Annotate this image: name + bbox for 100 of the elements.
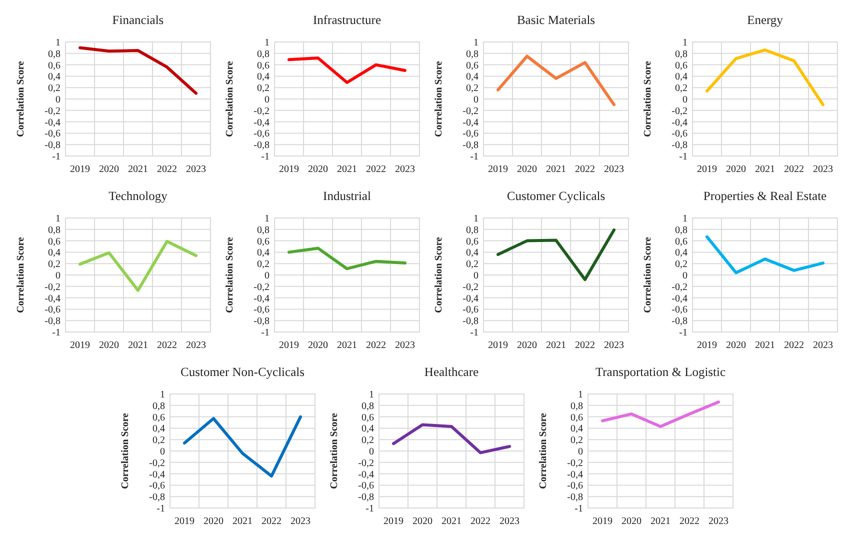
y-tick-label: 0,4 xyxy=(570,424,583,435)
y-tick-label: -0,2 xyxy=(672,282,688,293)
x-tick-label: 2022 xyxy=(575,164,595,175)
y-tick-label: -0,8 xyxy=(567,492,583,504)
x-tick-label: 2020 xyxy=(99,164,119,175)
x-tick-label: 2022 xyxy=(366,164,386,175)
y-tick-label: 1 xyxy=(474,214,478,224)
x-tick-label: 2023 xyxy=(500,516,520,527)
y-tick-label: -0,8 xyxy=(462,140,478,152)
y-tick-label: 0,4 xyxy=(257,248,270,259)
line-series xyxy=(183,415,302,478)
y-tick-label: 0,6 xyxy=(257,60,270,72)
x-tick-label: 2019 xyxy=(279,340,299,351)
x-tick-label: 2023 xyxy=(813,164,833,175)
x-tick-label: 2021 xyxy=(128,340,148,351)
y-tick-label: -0,6 xyxy=(672,304,688,316)
x-tick-label: 2020 xyxy=(517,164,537,175)
y-tick-label: 0,2 xyxy=(48,83,60,94)
y-tick-label: 0,2 xyxy=(675,259,688,270)
x-tick-label: 2021 xyxy=(546,164,566,175)
chart-title: Customer Cyclicals xyxy=(506,189,606,203)
y-tick-label: -1 xyxy=(261,328,270,338)
x-tick-label: 2022 xyxy=(575,340,595,351)
y-tick-label: -1 xyxy=(470,152,478,162)
y-tick-label: 0 xyxy=(474,270,478,282)
y-tick-label: -0,2 xyxy=(567,458,583,469)
y-tick-label: -0,2 xyxy=(254,282,270,293)
y-tick-label: -0,4 xyxy=(149,469,165,480)
x-tick-label: 2020 xyxy=(726,164,746,175)
y-tick-label: 0,8 xyxy=(675,48,688,60)
y-tick-label: -0,8 xyxy=(358,492,374,504)
y-tick-label: 1 xyxy=(369,390,374,400)
x-tick-label: 2020 xyxy=(726,340,746,351)
y-tick-label: -0,6 xyxy=(44,128,60,140)
y-tick-label: -0,8 xyxy=(44,140,60,152)
x-tick-label: 2021 xyxy=(546,340,566,351)
y-tick-label: -0,4 xyxy=(44,117,60,128)
y-axis-title: Correlation Score xyxy=(434,236,444,314)
y-tick-label: 1 xyxy=(682,38,688,48)
y-tick-label: -0,4 xyxy=(567,469,583,480)
x-tick-label: 2019 xyxy=(70,164,90,175)
x-tick-label: 2019 xyxy=(279,164,299,175)
line-series xyxy=(496,54,616,106)
y-tick-label: 0 xyxy=(474,94,478,106)
y-tick-label: -0,4 xyxy=(462,293,478,304)
y-tick-label: 0,8 xyxy=(570,400,583,412)
y-tick-label: 0 xyxy=(682,94,688,106)
x-tick-label: 2020 xyxy=(99,340,119,351)
y-tick-label: -0,2 xyxy=(149,458,165,469)
y-tick-label: 0,2 xyxy=(675,83,688,94)
y-tick-label: 0,2 xyxy=(152,435,165,446)
x-tick-label: 2021 xyxy=(337,164,357,175)
y-tick-label: 0,4 xyxy=(48,72,60,83)
x-tick-label: 2021 xyxy=(755,164,775,175)
chart-title: Financials xyxy=(112,13,164,27)
y-tick-label: 0,8 xyxy=(257,48,270,60)
y-tick-label: 0,6 xyxy=(466,60,478,72)
y-tick-label: -0,8 xyxy=(462,316,478,328)
y-tick-label: 1 xyxy=(264,214,270,224)
x-tick-label: 2023 xyxy=(186,164,206,175)
y-tick-label: -0,2 xyxy=(358,458,374,469)
y-tick-label: -0,8 xyxy=(672,316,688,328)
chart-title: Energy xyxy=(747,13,784,27)
y-tick-label: -0,8 xyxy=(149,492,165,504)
line-series xyxy=(78,46,198,95)
y-tick-label: 0 xyxy=(682,270,688,282)
y-tick-label: -0,6 xyxy=(254,128,270,140)
y-axis-title: Correlation Score xyxy=(120,412,131,490)
y-tick-label: 0,2 xyxy=(257,83,270,94)
y-tick-label: 1 xyxy=(264,38,270,48)
x-tick-label: 2021 xyxy=(232,516,252,527)
x-tick-label: 2020 xyxy=(308,164,328,175)
y-tick-label: 0,4 xyxy=(675,72,688,83)
y-tick-label: -0,2 xyxy=(254,106,270,117)
y-tick-label: 0,4 xyxy=(466,72,478,83)
y-axis-title: Correlation Score xyxy=(224,60,236,138)
y-tick-label: -0,4 xyxy=(462,117,478,128)
y-axis-title: Correlation Score xyxy=(16,236,26,314)
y-axis-title: Correlation Score xyxy=(538,412,549,490)
chart-title: Industrial xyxy=(323,189,372,203)
x-tick-label: 2020 xyxy=(308,340,328,351)
line-series xyxy=(706,235,824,274)
y-tick-label: 0,8 xyxy=(675,224,688,236)
x-tick-label: 2023 xyxy=(604,164,624,175)
chart-title: Properties & Real Estate xyxy=(703,189,828,203)
y-tick-label: 0,8 xyxy=(48,224,60,236)
y-tick-label: 0 xyxy=(56,94,60,106)
y-tick-label: 0,2 xyxy=(48,259,60,270)
y-tick-label: 0 xyxy=(160,446,165,458)
y-tick-label: 0,2 xyxy=(466,259,478,270)
x-tick-label: 2021 xyxy=(650,516,670,527)
y-tick-label: -1 xyxy=(52,328,60,338)
y-tick-label: 0,6 xyxy=(48,60,60,72)
x-tick-label: 2023 xyxy=(186,340,206,351)
y-tick-label: 0,4 xyxy=(466,248,478,259)
y-tick-label: 0,6 xyxy=(570,412,583,424)
y-tick-label: -0,6 xyxy=(672,128,688,140)
y-tick-label: -0,2 xyxy=(672,106,688,117)
y-tick-label: -0,2 xyxy=(44,282,60,293)
y-tick-label: 0,4 xyxy=(362,424,374,435)
